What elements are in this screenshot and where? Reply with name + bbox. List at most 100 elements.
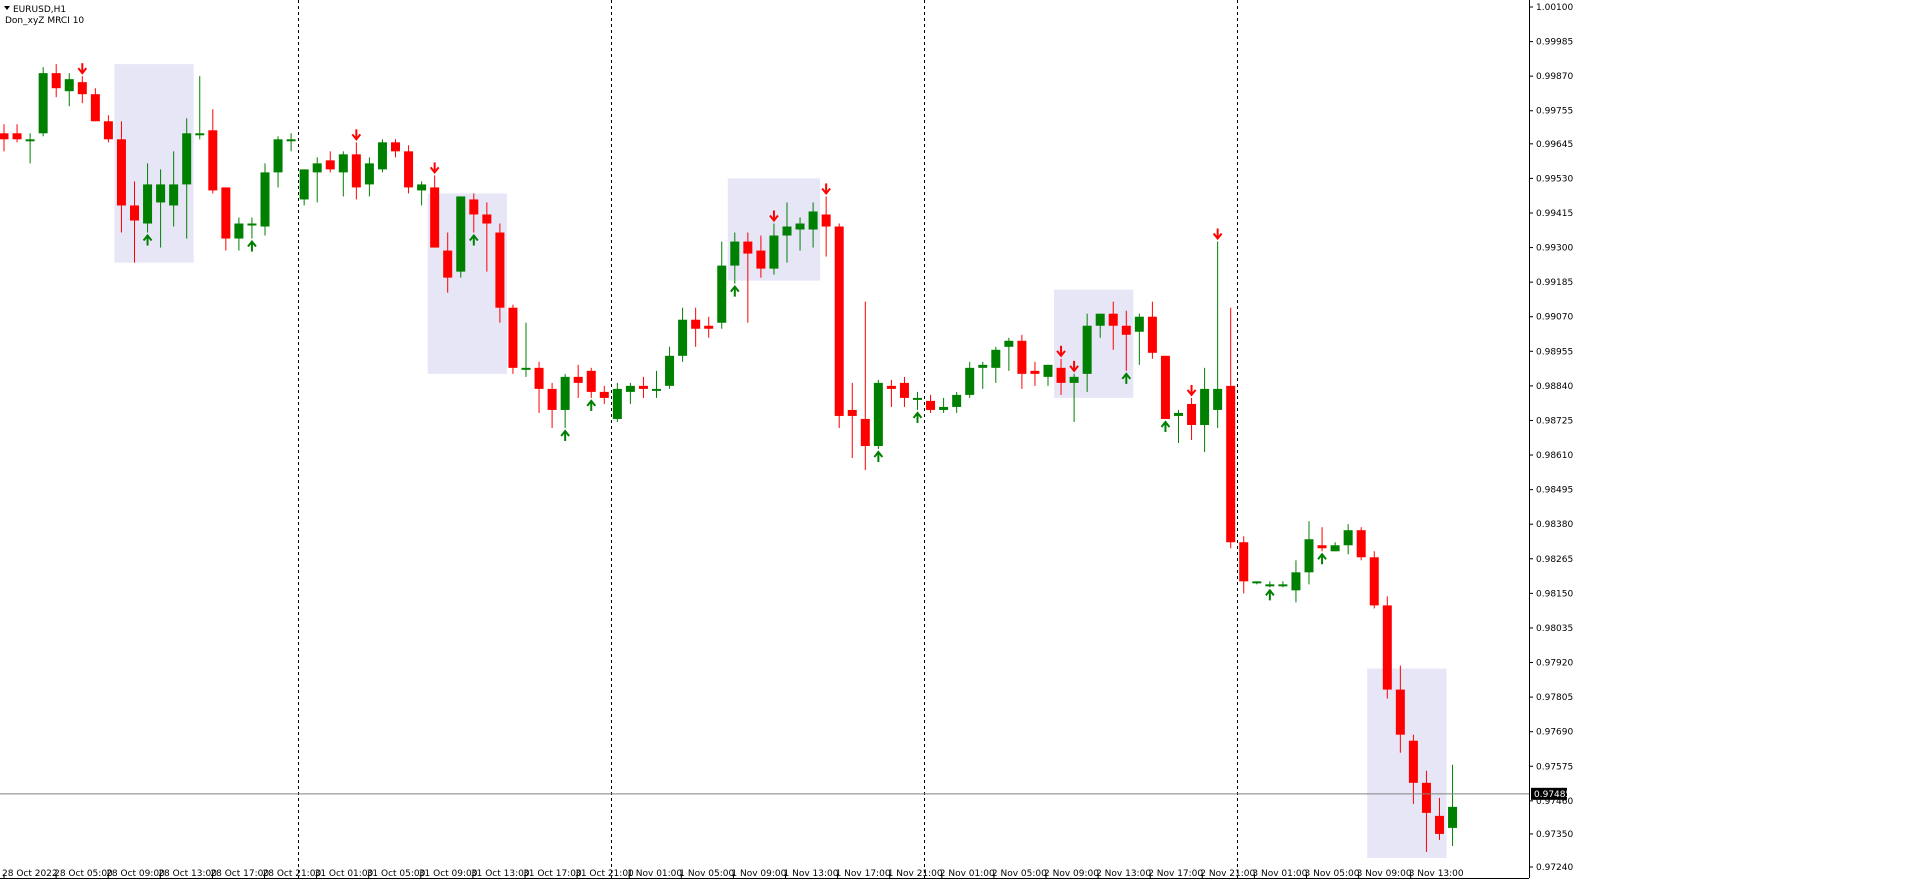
candle (560, 373, 570, 428)
time-tick-label: 1 Nov 21:00 (888, 869, 943, 879)
candle-body (1435, 815, 1444, 834)
candle-body (1213, 388, 1223, 410)
candle-body (886, 385, 896, 389)
candle-body (338, 154, 348, 173)
candle (756, 235, 766, 278)
candle-body (234, 223, 244, 239)
candle (534, 361, 544, 413)
time-tick-label: 2 Nov 05:00 (992, 869, 1047, 879)
candle (1095, 313, 1105, 338)
candle-body (12, 133, 22, 140)
candle (965, 361, 975, 398)
price-tick-label: 0.97350 (1536, 830, 1573, 840)
candle-body (1291, 572, 1301, 591)
candle (1200, 367, 1210, 453)
candle (821, 196, 831, 257)
candle (1330, 542, 1340, 552)
candle (926, 394, 936, 413)
candle-body (1304, 539, 1314, 573)
candle (1134, 313, 1144, 365)
candle (247, 217, 257, 239)
candle-body (90, 94, 100, 122)
candle (1239, 536, 1249, 594)
time-tick-label: 3 Nov 13:00 (1409, 869, 1464, 879)
candle (299, 169, 309, 206)
candle (338, 151, 348, 197)
candle-body (1147, 316, 1157, 353)
candle-body (1265, 584, 1275, 587)
time-tick-label: 31 Oct 13:00 (471, 869, 530, 879)
up-arrow-icon (586, 399, 597, 411)
candle (521, 322, 531, 377)
candle (1304, 521, 1314, 585)
candle-body (860, 418, 870, 447)
candle (351, 142, 361, 200)
candle-body (130, 205, 139, 221)
candle-body (182, 133, 192, 185)
candle-body (534, 367, 544, 389)
candle-body (364, 163, 374, 185)
candle (364, 157, 374, 197)
candle (665, 346, 675, 389)
candle-body (678, 319, 688, 356)
candle-body (939, 406, 949, 410)
price-tick-label: 0.98265 (1536, 555, 1573, 565)
candle-body (508, 307, 518, 368)
candle (1030, 361, 1040, 386)
candle (1343, 524, 1353, 555)
candle-body (64, 79, 74, 92)
collapse-triangle-icon[interactable] (4, 6, 10, 10)
down-arrow-icon (1186, 384, 1197, 397)
candle (913, 391, 922, 410)
candle-body (821, 214, 831, 227)
time-tick-label: 1 Nov 13:00 (784, 869, 839, 879)
candle-body (913, 397, 922, 400)
down-arrow-icon (769, 210, 779, 223)
candle (404, 145, 414, 194)
candle (77, 76, 87, 104)
candle (1356, 527, 1366, 561)
time-tick-label: 31 Oct 05:00 (367, 869, 426, 879)
candle-body (1356, 530, 1366, 558)
candle (1317, 527, 1327, 552)
candle (730, 232, 740, 284)
time-tick-label: 31 Oct 17:00 (523, 869, 582, 879)
candle-body (1056, 367, 1066, 383)
candle-body (1069, 376, 1079, 383)
candle-body (573, 376, 583, 383)
candle-body (665, 355, 675, 386)
candle-body (873, 382, 883, 447)
price-axis: 1.00100 0.99985 0.99870 0.99755 0.99645 0.995… (1529, 3, 1573, 873)
candle (1265, 581, 1275, 588)
candle-body (469, 199, 479, 215)
signal-box (114, 64, 194, 263)
candle-body (795, 223, 805, 230)
candle (1448, 764, 1458, 846)
time-tick-label: 1 Nov 09:00 (731, 869, 786, 879)
candle-body (612, 388, 622, 419)
candle-body (769, 235, 779, 269)
candle-body (77, 82, 87, 95)
candle (195, 76, 205, 140)
candle (156, 169, 166, 248)
price-tick-label: 0.97575 (1536, 762, 1573, 772)
candle (1043, 364, 1053, 386)
candle-body (1121, 325, 1131, 335)
candle (1121, 310, 1131, 371)
candle (116, 121, 126, 233)
chart-header: EURUSD,H1 Don_xyZ MRCI 10 (4, 5, 84, 26)
candle-body (1030, 370, 1040, 374)
price-tick-label: 0.99645 (1536, 140, 1573, 150)
time-tick-label: 2 Nov 09:00 (1044, 869, 1099, 879)
candle (769, 223, 779, 275)
candle (1395, 665, 1405, 753)
candle (286, 133, 296, 152)
candle (495, 223, 505, 323)
candle (64, 73, 74, 107)
candle-body (704, 325, 714, 329)
candle-body (1369, 557, 1379, 606)
up-arrow-icon (730, 285, 740, 297)
candle-body (1017, 340, 1027, 374)
